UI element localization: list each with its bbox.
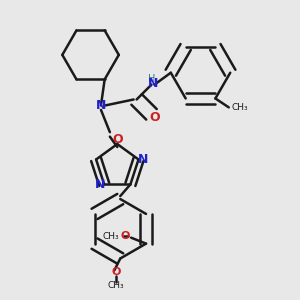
Text: O: O <box>111 268 121 278</box>
Text: N: N <box>138 153 148 166</box>
Text: N: N <box>148 76 158 90</box>
Text: N: N <box>96 99 106 112</box>
Text: O: O <box>149 111 160 124</box>
Text: N: N <box>94 178 105 191</box>
Text: O: O <box>112 133 123 146</box>
Text: O: O <box>120 231 130 241</box>
Text: H: H <box>148 74 155 84</box>
Text: CH₃: CH₃ <box>103 232 119 241</box>
Text: CH₃: CH₃ <box>107 281 124 290</box>
Text: CH₃: CH₃ <box>232 103 248 112</box>
